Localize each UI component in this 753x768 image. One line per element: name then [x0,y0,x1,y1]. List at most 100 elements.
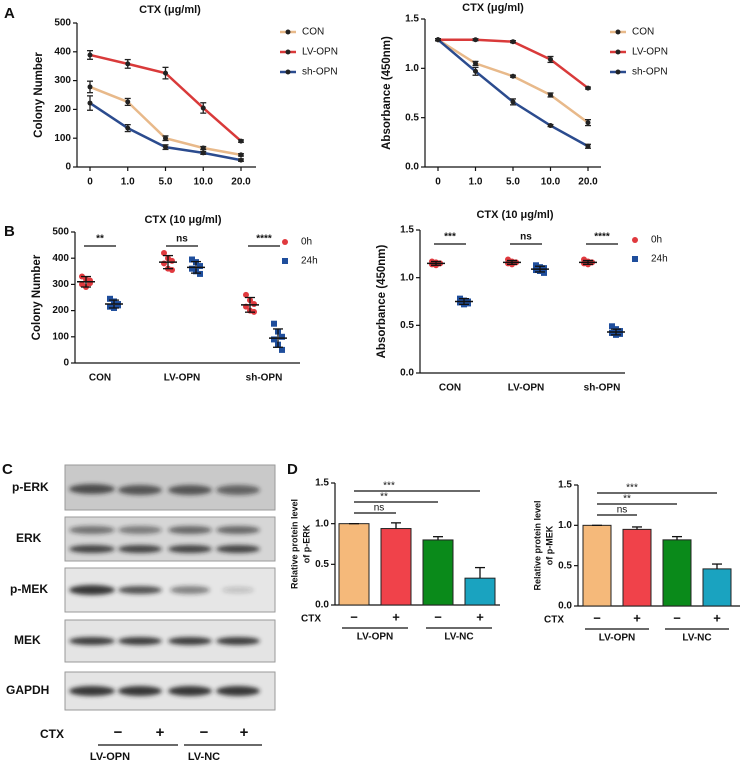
y-axis-label: Relative protein level [532,500,542,590]
comparison-label: ns [374,503,385,514]
comparison-label: ** [623,494,631,505]
y-tick-label: 0 [65,162,71,173]
legend-marker [282,239,288,245]
y-tick-label: 0 [63,358,69,369]
point [279,333,285,340]
legend-label: 0h [301,237,312,248]
significance-label: **** [256,234,272,245]
point [510,39,516,45]
x-tick-label: CON [439,383,461,394]
point [115,302,121,309]
legend-label: 0h [651,235,662,246]
legend-label: sh-OPN [632,67,668,78]
bar [380,528,412,606]
blot-row-label: ERK [16,531,42,545]
point [243,291,249,298]
lane-label: − [200,724,209,741]
x-tick-label: + [713,610,721,625]
y-tick-label: 0.0 [405,162,419,173]
point [609,323,615,330]
point [197,263,203,270]
y-tick-label: 500 [52,227,69,238]
blot-row-label: GAPDH [6,683,49,697]
x-tick-label: 0 [87,177,93,188]
point [541,265,547,272]
x-tick-label: 1.0 [121,177,135,188]
bar [702,568,732,607]
bar [422,539,454,606]
point [169,266,175,273]
y-tick-label: 100 [52,331,69,342]
x-tick-label: 10.0 [541,177,561,188]
x-tick-label: sh-OPN [246,373,283,384]
legend-label: 24h [301,256,318,267]
y-tick-label: 0.0 [400,368,414,379]
legend-label: LV-OPN [302,47,338,58]
point [87,100,93,106]
bar [464,577,496,606]
point [189,256,195,263]
y-tick-label: 1.5 [315,478,329,489]
y-axis-label: Absorbance (450nm) [376,244,388,358]
y-tick-label: 400 [52,253,69,264]
panel-label: D [287,461,298,478]
y-tick-label: 300 [54,75,71,86]
bar [582,524,612,607]
point [163,144,168,150]
point [585,143,591,149]
y-tick-label: 500 [54,18,71,29]
x-tick-label: 20.0 [231,177,251,188]
y-tick-label: 1.0 [400,272,414,283]
point [200,105,206,111]
blot-strip [64,516,276,562]
comparison-label: ** [380,492,388,503]
x-axis-label: CTX [544,615,564,626]
y-axis-label: Absorbance (450nm) [381,36,393,150]
point [271,320,277,327]
point [609,329,615,336]
y-tick-label: 100 [54,133,71,144]
x-tick-label: 5.0 [506,177,520,188]
y-tick-label: 1.0 [558,520,572,531]
lane-label: + [156,724,165,741]
x-tick-label: LV-OPN [164,373,200,384]
series-line [438,38,589,90]
y-tick-label: 1.5 [558,480,572,491]
point [125,99,131,105]
x-tick-label: CON [89,373,111,384]
lane-label: + [240,724,249,741]
point [465,300,471,307]
point [197,270,203,277]
legend-label: LV-OPN [632,47,668,58]
point [473,68,478,74]
x-tick-label: 0 [435,177,441,188]
significance-label: **** [594,232,610,243]
point [533,267,539,274]
panel-label: A [4,5,15,22]
x-tick-label: 20.0 [578,177,598,188]
significance-label: ns [520,232,532,243]
point [163,70,168,76]
group-label: LV-NC [188,751,220,763]
x-tick-label: + [392,609,400,624]
y-axis-label: of p-MEK [544,525,554,565]
chart-title: CTX (10 μg/ml) [476,209,553,221]
x-tick-label: − [673,610,681,625]
point [87,84,93,90]
legend-label: 24h [651,254,668,265]
legend-label: CON [632,27,654,38]
group-label: LV-NC [444,632,473,643]
group-label: LV-OPN [357,632,393,643]
x-tick-label: sh-OPN [584,383,621,394]
y-axis-label: of p-ERK [301,524,311,563]
legend-marker [615,49,621,55]
legend-marker [615,29,621,35]
group-label: LV-NC [682,633,711,644]
y-tick-label: 400 [54,46,71,57]
legend-label: CON [302,27,324,38]
y-tick-label: 1.0 [315,518,329,529]
ctx-label: CTX [40,727,64,741]
legend-marker [285,29,291,35]
bar [662,539,692,607]
